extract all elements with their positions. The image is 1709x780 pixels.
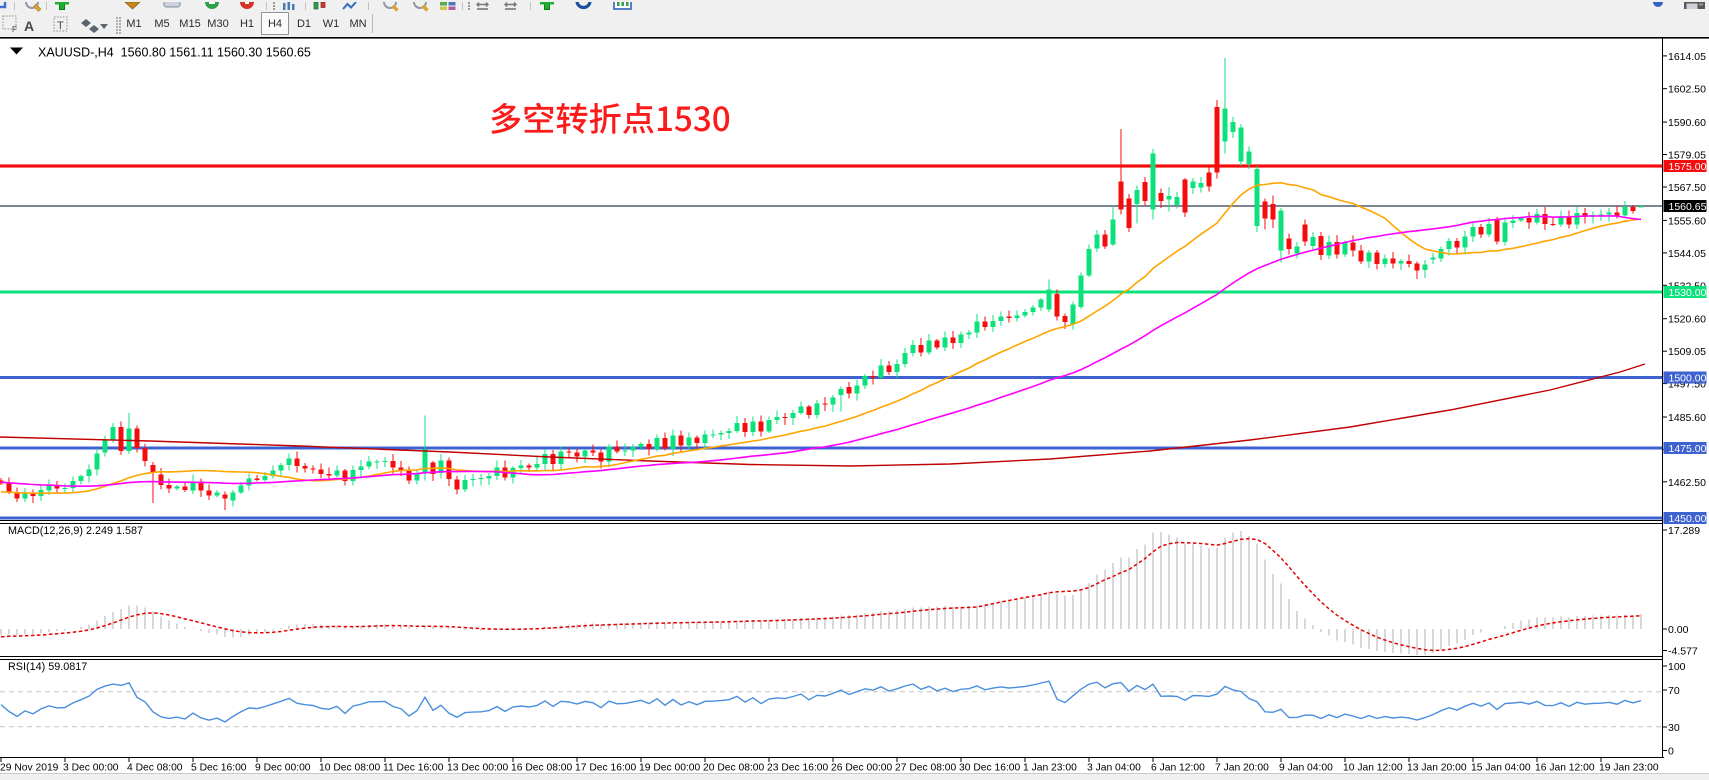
svg-text:1602.50: 1602.50 bbox=[1668, 84, 1706, 96]
svg-text:1560.65: 1560.65 bbox=[1669, 201, 1707, 213]
svg-text:1530.00: 1530.00 bbox=[1669, 287, 1707, 299]
svg-text:70: 70 bbox=[1668, 685, 1680, 697]
svg-text:9 Dec 00:00: 9 Dec 00:00 bbox=[255, 763, 311, 774]
svg-text:16 Dec 08:00: 16 Dec 08:00 bbox=[511, 763, 573, 774]
svg-text:16 Jan 12:00: 16 Jan 12:00 bbox=[1535, 763, 1595, 774]
svg-text:1575.00: 1575.00 bbox=[1669, 161, 1707, 173]
svg-text:29 Nov 2019: 29 Nov 2019 bbox=[0, 763, 59, 774]
svg-text:11 Dec 16:00: 11 Dec 16:00 bbox=[383, 763, 444, 774]
svg-text:7 Jan 20:00: 7 Jan 20:00 bbox=[1215, 763, 1269, 774]
svg-text:19 Jan 23:00: 19 Jan 23:00 bbox=[1599, 763, 1659, 774]
svg-text:MACD(12,26,9) 2.249 1.587: MACD(12,26,9) 2.249 1.587 bbox=[8, 525, 143, 537]
svg-text:1462.50: 1462.50 bbox=[1668, 477, 1706, 489]
svg-text:5 Dec 16:00: 5 Dec 16:00 bbox=[191, 763, 247, 774]
svg-text:F: F bbox=[12, 25, 17, 34]
svg-text:T: T bbox=[57, 20, 64, 32]
svg-text:0: 0 bbox=[1668, 746, 1674, 758]
svg-text:1450.00: 1450.00 bbox=[1669, 513, 1707, 525]
svg-text:1544.05: 1544.05 bbox=[1668, 248, 1706, 260]
svg-text:1485.60: 1485.60 bbox=[1668, 412, 1706, 424]
svg-text:3 Dec 00:00: 3 Dec 00:00 bbox=[63, 763, 119, 774]
svg-text:A: A bbox=[24, 18, 34, 34]
svg-text:0.00: 0.00 bbox=[1668, 624, 1689, 636]
svg-text:13 Dec 00:00: 13 Dec 00:00 bbox=[447, 763, 509, 774]
svg-text:1614.05: 1614.05 bbox=[1668, 51, 1706, 63]
svg-text:4 Dec 08:00: 4 Dec 08:00 bbox=[127, 763, 183, 774]
svg-text:6 Jan 12:00: 6 Jan 12:00 bbox=[1151, 763, 1205, 774]
svg-text:27 Dec 08:00: 27 Dec 08:00 bbox=[895, 763, 957, 774]
svg-text:1509.05: 1509.05 bbox=[1668, 346, 1706, 358]
svg-text:17.289: 17.289 bbox=[1668, 525, 1700, 537]
svg-text:3 Jan 04:00: 3 Jan 04:00 bbox=[1087, 763, 1141, 774]
svg-text:13 Jan 20:00: 13 Jan 20:00 bbox=[1407, 763, 1467, 774]
svg-text:1567.50: 1567.50 bbox=[1668, 182, 1706, 194]
svg-text:1475.00: 1475.00 bbox=[1669, 443, 1707, 455]
svg-text:9 Jan 04:00: 9 Jan 04:00 bbox=[1279, 763, 1333, 774]
svg-text:30: 30 bbox=[1668, 722, 1680, 734]
svg-text:19 Dec 00:00: 19 Dec 00:00 bbox=[639, 763, 701, 774]
svg-text:XAUUSD-,H4 1560.80 1561.11 15: XAUUSD-,H4 1560.80 1561.11 1560.30 1560.… bbox=[38, 46, 311, 60]
svg-text:17 Dec 16:00: 17 Dec 16:00 bbox=[575, 763, 637, 774]
svg-text:1579.05: 1579.05 bbox=[1668, 150, 1706, 162]
svg-text:RSI(14) 59.0817: RSI(14) 59.0817 bbox=[8, 661, 87, 673]
svg-text:1 Jan 23:00: 1 Jan 23:00 bbox=[1023, 763, 1077, 774]
svg-text:30 Dec 16:00: 30 Dec 16:00 bbox=[959, 763, 1021, 774]
svg-text:-4.577: -4.577 bbox=[1668, 646, 1698, 658]
svg-text:23 Dec 16:00: 23 Dec 16:00 bbox=[767, 763, 829, 774]
svg-text:15 Jan 04:00: 15 Jan 04:00 bbox=[1471, 763, 1531, 774]
svg-text:1500.00: 1500.00 bbox=[1669, 373, 1707, 385]
svg-text:1590.60: 1590.60 bbox=[1668, 117, 1706, 129]
svg-text:26 Dec 00:00: 26 Dec 00:00 bbox=[831, 763, 893, 774]
svg-text:10 Jan 12:00: 10 Jan 12:00 bbox=[1343, 763, 1403, 774]
svg-text:20 Dec 08:00: 20 Dec 08:00 bbox=[703, 763, 765, 774]
svg-text:1555.60: 1555.60 bbox=[1668, 215, 1706, 227]
svg-text:100: 100 bbox=[1668, 661, 1686, 673]
svg-text:1520.60: 1520.60 bbox=[1668, 314, 1706, 326]
svg-text:10 Dec 08:00: 10 Dec 08:00 bbox=[319, 763, 381, 774]
